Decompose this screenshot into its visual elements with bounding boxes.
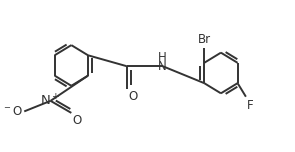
- Text: F: F: [247, 99, 254, 112]
- Text: O: O: [73, 114, 82, 127]
- Text: $^-$O: $^-$O: [2, 105, 23, 118]
- Text: Br: Br: [198, 33, 211, 45]
- Text: N: N: [158, 60, 167, 73]
- Text: $\mathregular{N}^+$: $\mathregular{N}^+$: [40, 93, 61, 109]
- Text: H: H: [158, 51, 167, 64]
- Text: O: O: [128, 90, 137, 103]
